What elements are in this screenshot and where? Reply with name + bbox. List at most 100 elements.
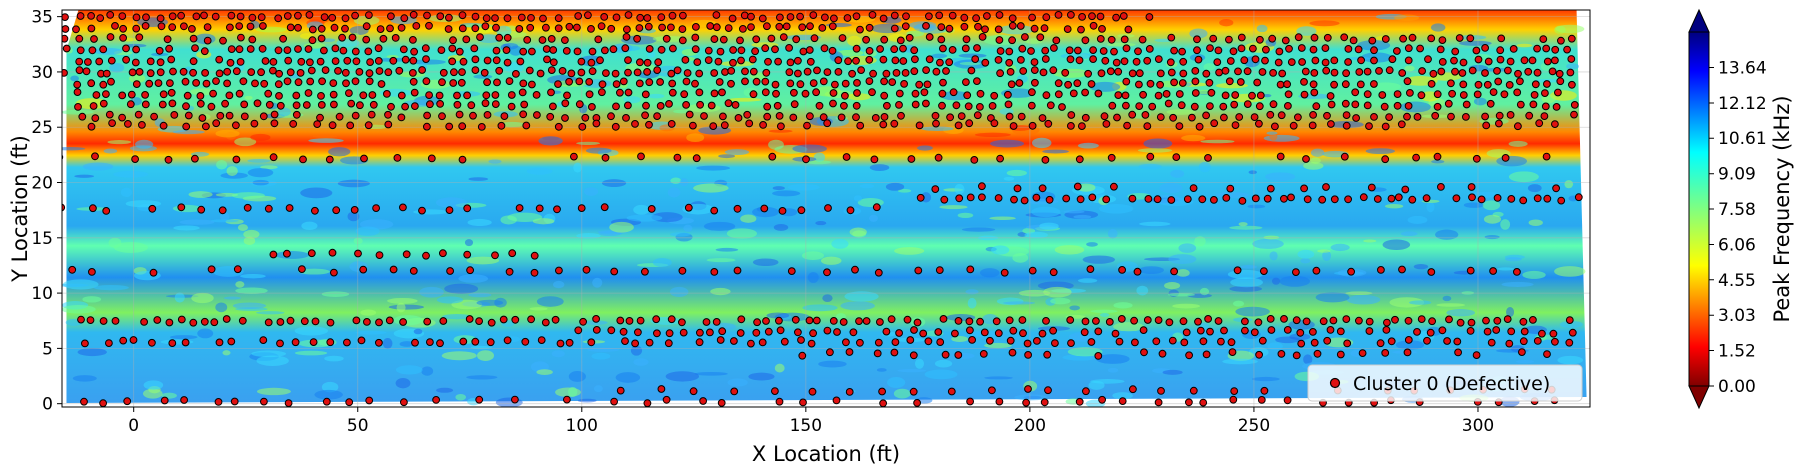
data-point	[948, 46, 957, 54]
data-point	[1049, 326, 1057, 335]
data-point	[1107, 153, 1116, 162]
data-point	[76, 46, 85, 55]
data-point	[269, 66, 277, 75]
data-point	[423, 122, 431, 131]
data-point	[802, 155, 810, 164]
data-point	[1451, 47, 1460, 56]
field-patch	[1043, 286, 1072, 298]
data-point	[1543, 194, 1552, 203]
field-patch	[652, 258, 672, 267]
field-patch	[1166, 109, 1196, 115]
data-point	[227, 337, 236, 346]
data-point	[355, 68, 364, 76]
data-point	[386, 24, 394, 33]
data-point	[1574, 193, 1583, 202]
field-patch	[191, 292, 214, 304]
data-point	[879, 14, 888, 23]
data-point	[980, 328, 989, 337]
data-point	[588, 103, 596, 111]
field-patch	[598, 231, 622, 237]
data-point	[563, 395, 571, 404]
data-point	[1096, 12, 1105, 21]
field-patch	[1200, 139, 1235, 144]
data-point	[763, 102, 772, 111]
data-point	[259, 336, 268, 345]
data-point	[105, 339, 113, 348]
data-point	[1422, 194, 1431, 203]
data-point	[1438, 326, 1447, 335]
field-patch	[894, 247, 925, 255]
data-point	[341, 24, 349, 33]
data-point	[487, 318, 496, 327]
data-point	[724, 24, 733, 33]
data-point	[778, 207, 787, 215]
data-point	[1128, 110, 1137, 119]
field-patch	[1483, 214, 1502, 224]
field-patch	[673, 109, 690, 114]
data-point	[1365, 317, 1374, 326]
data-point	[214, 398, 223, 406]
data-point	[345, 89, 353, 97]
data-point	[786, 79, 795, 88]
field-patch	[1222, 358, 1258, 365]
data-point	[1229, 47, 1238, 56]
field-patch	[1263, 94, 1272, 98]
data-point	[888, 78, 897, 86]
field-patch	[1557, 355, 1584, 365]
data-point	[1094, 352, 1103, 360]
data-point	[978, 33, 987, 41]
data-point	[609, 45, 618, 54]
field-patch	[1137, 148, 1173, 153]
data-point	[1088, 12, 1096, 21]
data-point	[1123, 121, 1131, 130]
data-point	[932, 119, 940, 128]
field-patch	[1113, 302, 1133, 309]
data-point	[607, 24, 616, 33]
data-point	[227, 11, 236, 20]
field-patch	[419, 286, 444, 298]
data-point	[633, 68, 642, 77]
data-point	[1006, 68, 1015, 76]
data-point	[1062, 194, 1071, 203]
data-point	[1323, 336, 1332, 345]
data-point	[865, 47, 874, 55]
data-point	[1202, 111, 1210, 120]
data-point	[1092, 317, 1100, 325]
data-point	[1496, 46, 1505, 55]
data-point	[1368, 36, 1377, 45]
data-point	[1054, 90, 1063, 99]
data-point	[1219, 102, 1228, 111]
data-point	[107, 77, 115, 86]
data-point	[1075, 155, 1084, 164]
data-point	[1519, 337, 1528, 346]
data-point	[1106, 67, 1115, 76]
data-point	[764, 57, 772, 66]
data-point	[1206, 102, 1214, 110]
data-point	[1013, 184, 1022, 193]
data-point	[383, 90, 391, 98]
data-point	[1433, 152, 1442, 161]
data-point	[486, 338, 495, 347]
data-point	[1134, 47, 1142, 56]
data-point	[1024, 385, 1032, 393]
data-point	[665, 100, 673, 108]
data-point	[1352, 114, 1360, 122]
field-patch	[1266, 131, 1278, 135]
data-point	[1254, 318, 1263, 327]
data-point	[654, 58, 663, 67]
data-point	[1417, 315, 1426, 324]
data-point	[364, 121, 373, 130]
data-point	[990, 119, 999, 128]
data-point	[922, 66, 930, 74]
data-point	[556, 339, 565, 348]
data-point	[1169, 113, 1177, 122]
data-point	[1028, 266, 1037, 275]
data-point	[1177, 101, 1186, 110]
data-point	[1323, 111, 1331, 120]
data-point	[166, 79, 174, 87]
field-patch	[1167, 293, 1196, 297]
data-point	[1042, 317, 1050, 325]
data-point	[624, 88, 633, 97]
data-point	[1294, 33, 1303, 42]
data-point	[368, 91, 377, 99]
